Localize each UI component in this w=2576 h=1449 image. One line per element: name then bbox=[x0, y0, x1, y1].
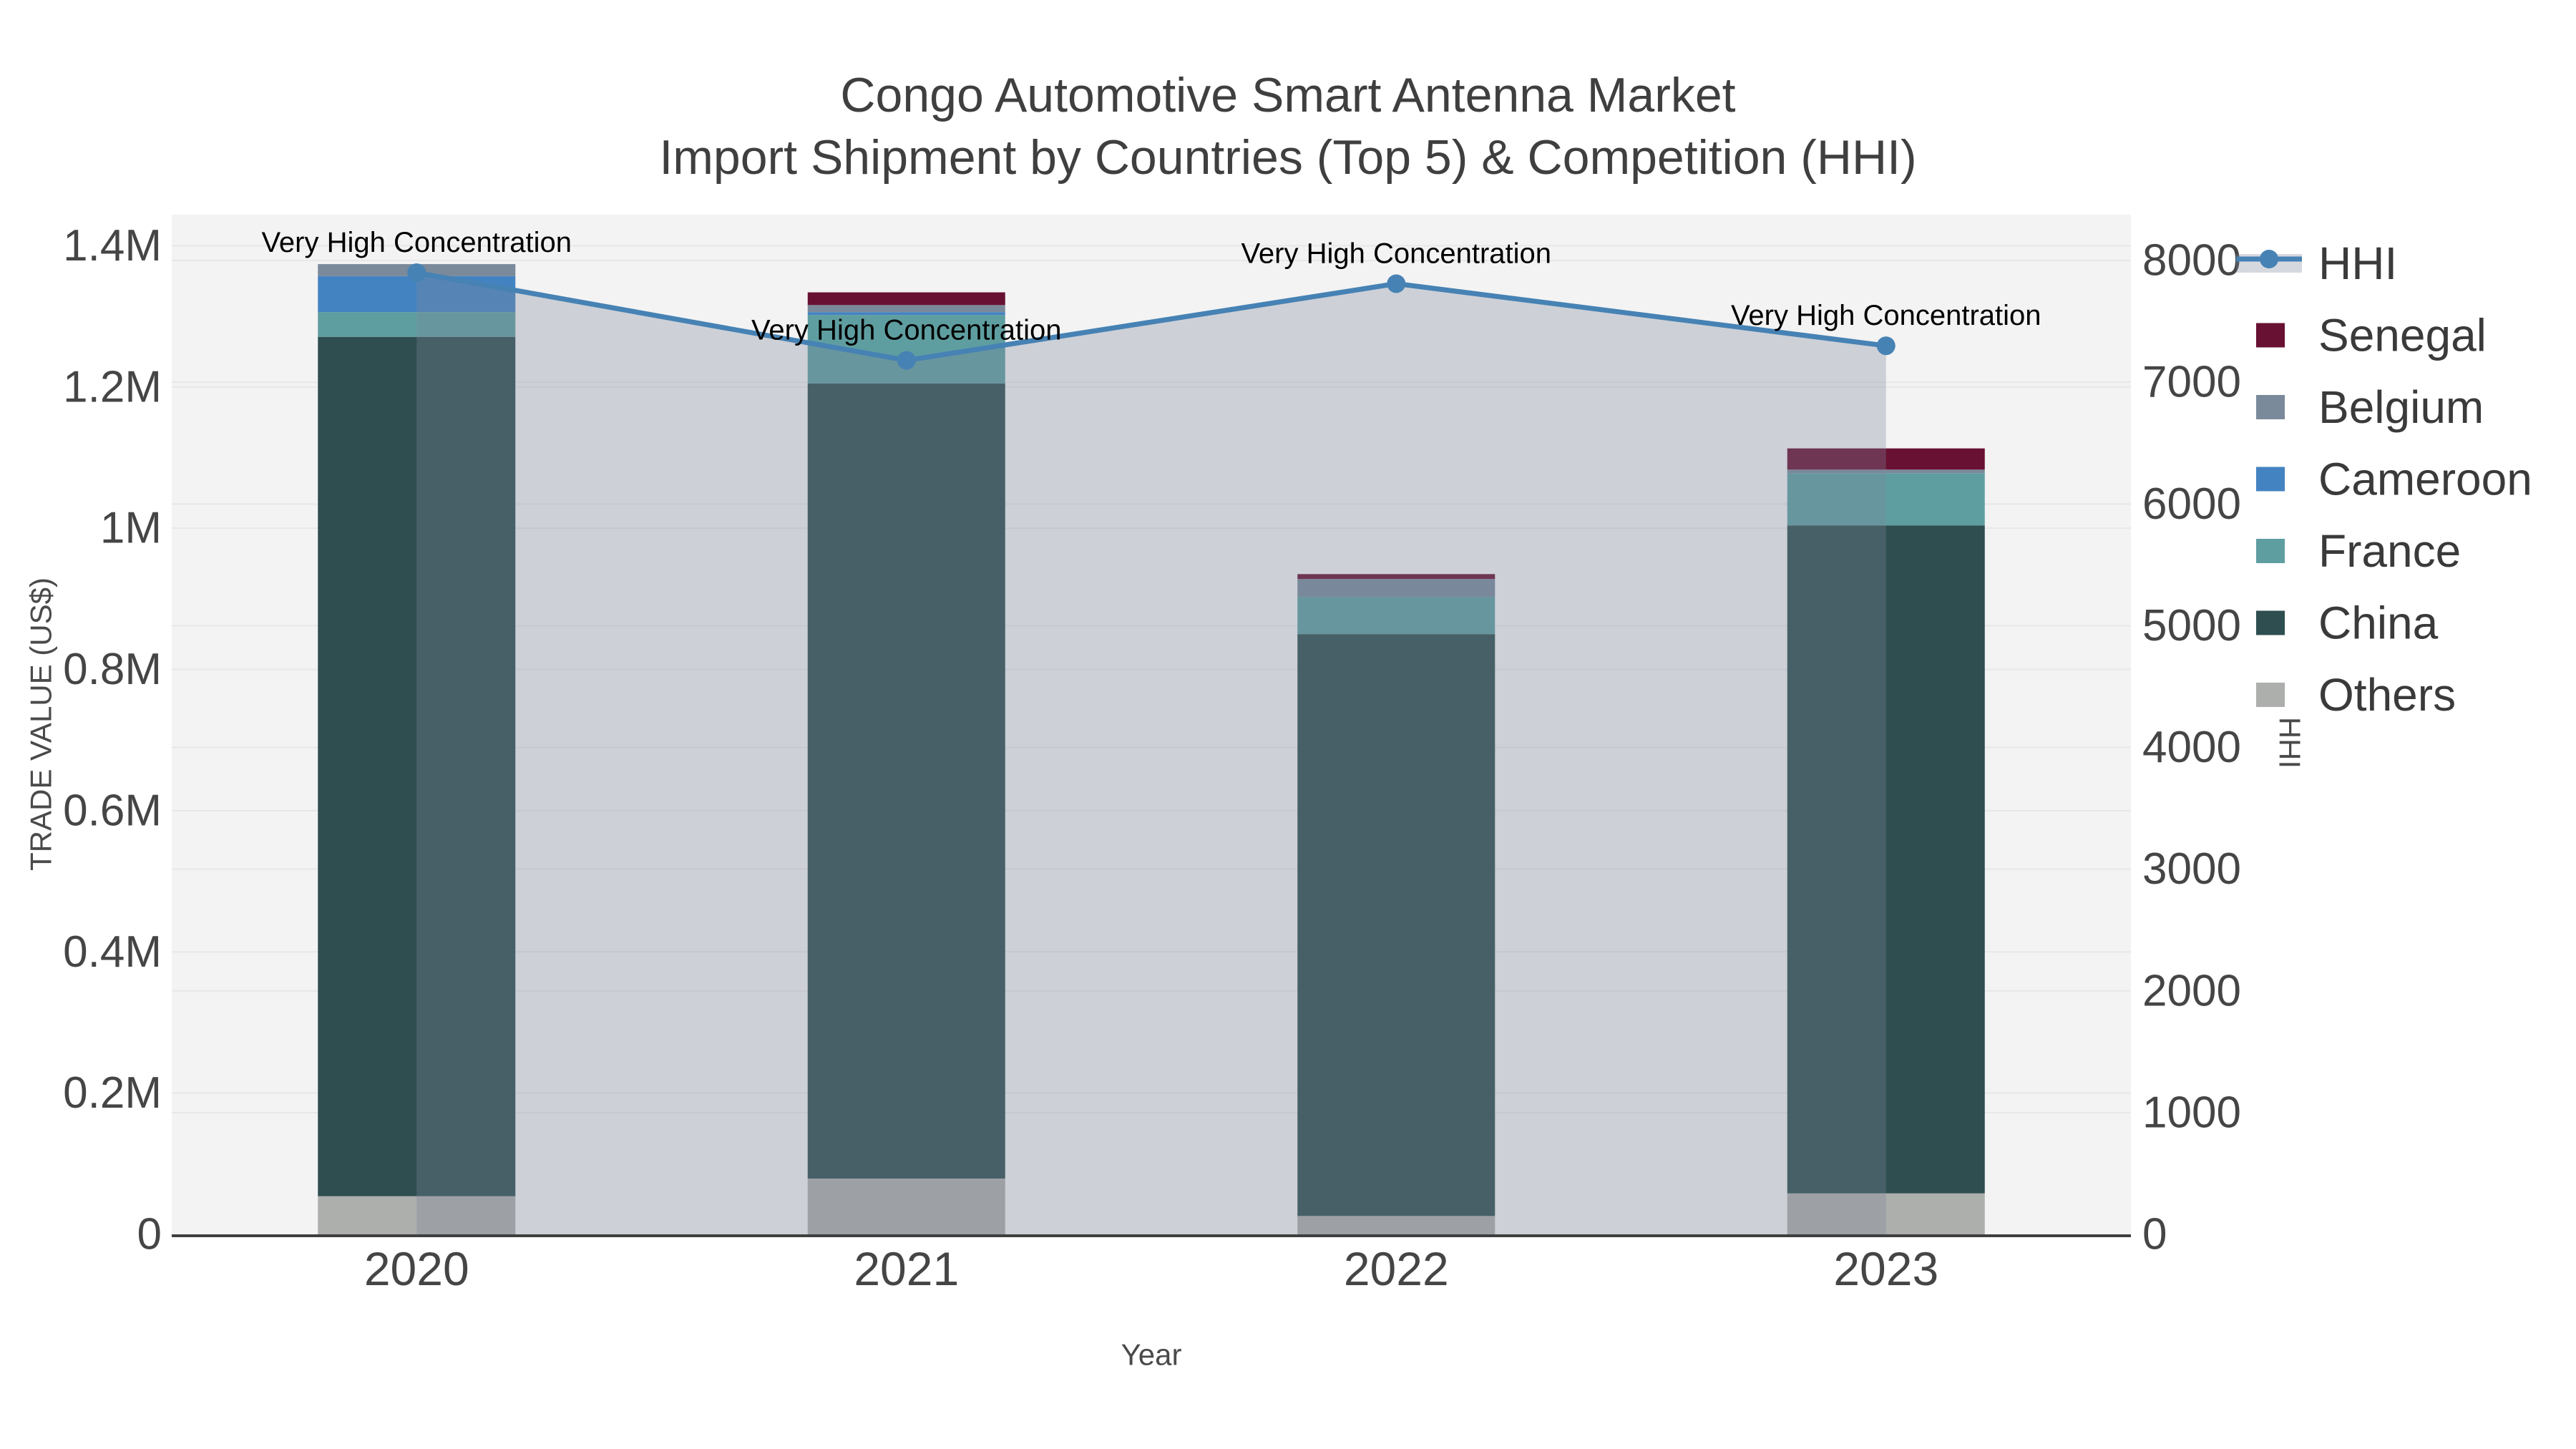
y-left-tick-0-2m: 0.2M bbox=[63, 1068, 162, 1118]
y-right-tick-0: 0 bbox=[2142, 1210, 2167, 1259]
y-left-tick-1-4m: 1.4M bbox=[63, 221, 162, 270]
legend-item-hhi[interactable]: HHI bbox=[2236, 238, 2397, 289]
bar-segment-belgium-2022 bbox=[1297, 579, 1496, 597]
bar-segment-france-2023 bbox=[1787, 473, 1985, 526]
y-axis-title-right: HHI bbox=[2273, 717, 2307, 769]
legend-swatch-china bbox=[2256, 610, 2285, 635]
y-left-tick-1-2m: 1.2M bbox=[63, 362, 162, 411]
bar-segment-senegal-2021 bbox=[807, 292, 1005, 306]
legend-item-france[interactable]: France bbox=[2256, 525, 2461, 577]
y-right-tick-8000: 8000 bbox=[2142, 236, 2241, 286]
bar-segment-france-2020 bbox=[318, 312, 516, 337]
legend-label-hhi: HHI bbox=[2318, 238, 2397, 289]
legend-marker-sample-hhi bbox=[2260, 250, 2278, 268]
bar-segment-france-2022 bbox=[1297, 596, 1496, 635]
y-right-tick-7000: 7000 bbox=[2142, 358, 2241, 407]
bar-segment-cameroon-2021 bbox=[807, 312, 1005, 316]
bar-segment-china-2020 bbox=[318, 336, 516, 1196]
bar-segment-belgium-2023 bbox=[1787, 469, 1985, 474]
bar-segment-china-2023 bbox=[1787, 525, 1985, 1194]
annotation-2022: Very High Concentration bbox=[1241, 238, 1551, 269]
legend-swatch-others bbox=[2256, 683, 2285, 707]
legend-swatch-belgium bbox=[2256, 395, 2285, 419]
legend-label-others: Others bbox=[2318, 669, 2456, 721]
bar-segment-others-2021 bbox=[807, 1179, 1005, 1234]
x-axis-title: Year bbox=[1121, 1338, 1182, 1372]
legend-label-cameroon: Cameroon bbox=[2318, 454, 2532, 505]
bar-segment-senegal-2023 bbox=[1787, 448, 1985, 470]
legend-label-china: China bbox=[2318, 597, 2439, 649]
legend-item-senegal[interactable]: Senegal bbox=[2256, 310, 2487, 361]
y-left-tick-0-6m: 0.6M bbox=[63, 786, 162, 835]
bar-segment-others-2020 bbox=[318, 1196, 516, 1234]
hhi-area-fill bbox=[416, 273, 1886, 1234]
bar-segment-others-2022 bbox=[1297, 1216, 1496, 1234]
annotation-2021: Very High Concentration bbox=[751, 315, 1062, 346]
annotation-2020: Very High Concentration bbox=[261, 227, 572, 258]
y-right-tick-2000: 2000 bbox=[2142, 966, 2241, 1015]
chart-title-line1: Congo Automotive Smart Antenna Market bbox=[840, 68, 1735, 122]
y-right-tick-3000: 3000 bbox=[2142, 844, 2241, 894]
hhi-line bbox=[416, 270, 1887, 364]
bar-segment-belgium-2021 bbox=[807, 305, 1005, 313]
y-left-tick-1m: 1M bbox=[100, 504, 162, 553]
x-tick-2022: 2022 bbox=[1344, 1242, 1449, 1295]
hhi-point-2023 bbox=[1876, 336, 1896, 356]
x-tick-2021: 2021 bbox=[854, 1242, 959, 1295]
bar-segment-others-2023 bbox=[1787, 1193, 1985, 1234]
y-right-tick-4000: 4000 bbox=[2142, 723, 2241, 772]
legend-swatch-france bbox=[2256, 539, 2285, 563]
y-axis-title-left: TRADE VALUE (US$) bbox=[24, 577, 58, 871]
hhi-point-2021 bbox=[897, 351, 916, 370]
hhi-point-2020 bbox=[407, 263, 426, 283]
legend-item-belgium[interactable]: Belgium bbox=[2256, 381, 2484, 433]
legend-swatch-cameroon bbox=[2256, 467, 2285, 492]
y-right-tick-5000: 5000 bbox=[2142, 601, 2241, 650]
legend-swatch-senegal bbox=[2256, 323, 2285, 348]
legend-label-belgium: Belgium bbox=[2318, 381, 2484, 433]
chart-title-line2: Import Shipment by Countries (Top 5) & C… bbox=[659, 130, 1916, 185]
legend-item-china[interactable]: China bbox=[2256, 597, 2439, 649]
hhi-point-2022 bbox=[1387, 274, 1406, 293]
legend-label-france: France bbox=[2318, 525, 2461, 577]
x-tick-2020: 2020 bbox=[364, 1242, 469, 1295]
y-left-tick-0-8m: 0.8M bbox=[63, 645, 162, 694]
legend-item-others[interactable]: Others bbox=[2256, 669, 2456, 721]
y-left-tick-0-4m: 0.4M bbox=[63, 927, 162, 977]
y-right-tick-6000: 6000 bbox=[2142, 479, 2241, 529]
x-tick-2023: 2023 bbox=[1833, 1242, 1938, 1295]
y-right-tick-1000: 1000 bbox=[2142, 1088, 2241, 1137]
bar-segment-china-2022 bbox=[1297, 634, 1496, 1216]
legend-label-senegal: Senegal bbox=[2318, 310, 2487, 361]
bar-segment-china-2021 bbox=[807, 383, 1005, 1179]
y-left-tick-0: 0 bbox=[137, 1210, 162, 1259]
annotation-2023: Very High Concentration bbox=[1731, 300, 2041, 331]
legend-item-cameroon[interactable]: Cameroon bbox=[2256, 454, 2532, 505]
bar-segment-senegal-2022 bbox=[1297, 574, 1496, 580]
